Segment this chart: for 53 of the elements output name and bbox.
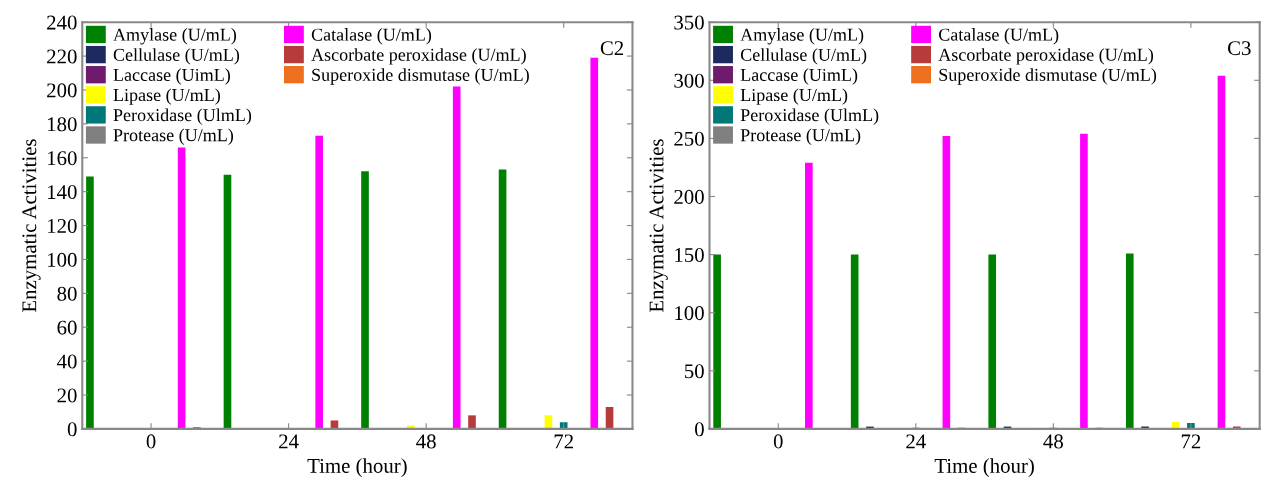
- legend-label: Peroxidase (UlmL): [740, 108, 879, 125]
- legend-label: Protease (U/mL): [740, 128, 861, 145]
- annotation: C2: [600, 41, 624, 56]
- x-tick-label: 72: [1181, 434, 1201, 449]
- y-tick-label: 250: [674, 131, 704, 146]
- legend-label: Laccase (UimL): [740, 68, 858, 85]
- x-tick-label: 72: [554, 434, 573, 449]
- y-tick-label: 40: [57, 354, 77, 369]
- y-axis-title: Enzymatic Activities: [649, 139, 668, 313]
- y-tick-label: 50: [685, 364, 704, 379]
- y-axis-title: Enzymatic Activities: [22, 139, 41, 313]
- y-tick-label: 0: [695, 422, 704, 437]
- legend-label: Peroxidase (UlmL): [113, 108, 252, 125]
- legend-label: Catalase (U/mL): [311, 28, 432, 45]
- y-tick-label: 0: [67, 422, 77, 437]
- y-tick-label: 240: [47, 15, 77, 30]
- x-tick-label: 48: [1043, 434, 1063, 449]
- y-tick-label: 20: [57, 388, 77, 403]
- legend-label: Laccase (UimL): [113, 68, 230, 85]
- y-tick-label: 350: [674, 15, 704, 30]
- legend-label: Amylase (U/mL): [740, 28, 864, 45]
- x-tick-label: 24: [906, 434, 926, 449]
- legend-label: Ascorbate peroxidase (U/mL): [938, 48, 1154, 65]
- annotation: C3: [1227, 41, 1251, 56]
- y-tick-label: 100: [675, 306, 704, 321]
- y-tick-label: 100: [48, 252, 77, 267]
- x-tick-label: 24: [279, 434, 299, 449]
- y-tick-label: 180: [48, 117, 77, 132]
- legend-label: Cellulase (U/mL): [113, 48, 240, 65]
- y-tick-label: 200: [674, 189, 704, 204]
- legend-label: Lipase (U/mL): [740, 88, 848, 105]
- legend-label: Amylase (U/mL): [113, 28, 237, 45]
- y-tick-label: 160: [48, 151, 77, 166]
- legend-label: Superoxide dismutase (U/mL): [312, 68, 529, 85]
- legend-label: Lipase (U/mL): [113, 88, 220, 105]
- y-tick-label: 120: [48, 218, 77, 233]
- legend-label: Ascorbate peroxidase (U/mL): [311, 48, 526, 65]
- legend-label: Catalase (U/mL): [938, 28, 1059, 45]
- x-tick-label: 0: [773, 434, 783, 449]
- y-tick-label: 150: [675, 247, 704, 263]
- x-axis-title: Time (hour): [307, 458, 407, 478]
- y-tick-label: 200: [47, 83, 77, 98]
- legend-label: Superoxide dismutase (U/mL): [939, 68, 1157, 85]
- y-tick-label: 300: [674, 73, 704, 88]
- y-tick-label: 220: [47, 49, 77, 64]
- y-tick-label: 80: [57, 286, 77, 301]
- y-tick-label: 140: [48, 185, 77, 200]
- x-axis-title: Time (hour): [934, 458, 1034, 478]
- legend-label: Protease (U/mL): [113, 128, 234, 145]
- legend-label: Cellulase (U/mL): [740, 48, 867, 65]
- x-tick-label: 0: [146, 434, 156, 449]
- x-tick-label: 48: [416, 434, 436, 449]
- y-tick-label: 60: [57, 320, 77, 335]
